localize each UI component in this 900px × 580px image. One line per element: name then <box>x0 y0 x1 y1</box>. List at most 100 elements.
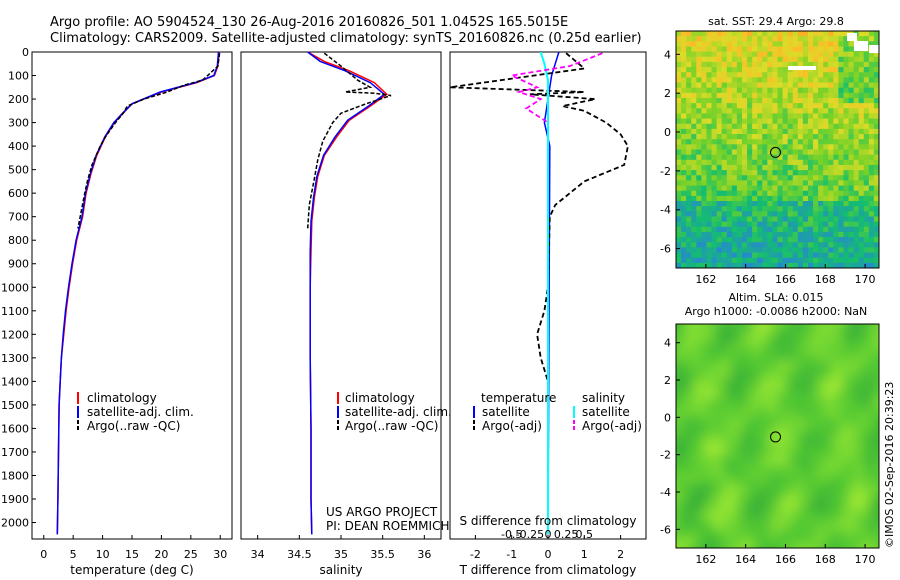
sst-cell <box>838 226 844 233</box>
sla-cell <box>749 380 760 390</box>
sst-cell <box>696 46 702 53</box>
sla-cell <box>768 398 778 409</box>
sst-cell <box>686 36 692 42</box>
sst-cell <box>747 170 753 176</box>
sst-cell <box>691 226 697 233</box>
sst-cell <box>762 190 768 197</box>
sst-cell <box>777 195 783 202</box>
sst-cell <box>873 164 880 171</box>
sst-cell <box>757 149 763 156</box>
sst-cell <box>736 201 743 207</box>
sla-cell <box>851 417 862 428</box>
sst-cell <box>828 108 834 114</box>
sst-cell <box>701 237 707 243</box>
sst-cell <box>792 211 799 217</box>
sla-cell <box>722 538 732 548</box>
sst-cell <box>797 31 804 37</box>
sla-cell <box>823 380 834 390</box>
sst-cell <box>706 201 712 207</box>
sst-cell <box>807 56 814 63</box>
sst-cell <box>772 257 778 264</box>
sst-cell <box>701 67 707 73</box>
x2-tick-label: 0 <box>545 528 552 541</box>
sst-cell <box>772 201 778 207</box>
sla-cell <box>832 454 843 465</box>
sla-cell <box>685 473 695 484</box>
sst-cell <box>767 206 773 212</box>
sst-cell <box>686 180 692 186</box>
sla-cell <box>777 454 788 465</box>
sla-cell <box>722 417 732 428</box>
sla-cell <box>842 548 852 558</box>
sst-cell <box>676 144 682 150</box>
sst-cell <box>701 103 707 109</box>
sst-cell <box>777 72 783 78</box>
sla-cell <box>832 380 843 390</box>
sst-cell <box>741 206 748 212</box>
sla-cell <box>860 454 871 465</box>
sla-cell <box>823 417 834 428</box>
sla-cell <box>842 482 852 493</box>
sst-cell <box>762 82 768 89</box>
sst-cell <box>828 139 834 145</box>
sst-cell <box>807 247 814 253</box>
sst-cell <box>873 77 880 83</box>
sst-cell <box>676 113 682 119</box>
sst-cell <box>828 221 834 228</box>
sla-cell <box>851 398 862 409</box>
sst-cell <box>686 262 692 269</box>
sst-cell <box>686 144 692 150</box>
sst-cell <box>782 87 789 94</box>
sla-cell <box>795 380 806 390</box>
sla-cell <box>786 342 797 353</box>
sla-cell <box>676 473 677 484</box>
sst-cell <box>711 262 717 269</box>
sst-cell <box>828 242 834 248</box>
sla-cell <box>694 352 705 362</box>
sst-cell <box>726 51 733 58</box>
sst-cell <box>726 252 733 259</box>
sst-cell <box>736 92 743 99</box>
sla-cell <box>888 352 898 362</box>
sst-cell <box>818 139 824 145</box>
sst-cell <box>848 139 855 145</box>
sst-cell <box>792 190 799 197</box>
sst-cell <box>838 82 844 89</box>
sst-cell <box>691 206 697 212</box>
sst-cell <box>858 123 865 130</box>
sst-cell <box>716 206 723 212</box>
sst-cell <box>873 67 880 73</box>
sla-cell <box>786 324 797 334</box>
sla-cell <box>832 501 843 512</box>
sst-cell <box>731 216 738 223</box>
sst-cell <box>706 231 712 238</box>
sst-cell <box>863 221 870 228</box>
sst-cell <box>752 201 758 207</box>
sst-cell <box>696 103 702 109</box>
sst-cell <box>777 67 783 73</box>
sst-cell <box>863 226 870 233</box>
sst-cell <box>757 118 763 125</box>
sst-cell <box>721 231 728 238</box>
sst-cell <box>696 56 702 63</box>
sst-cell <box>823 61 829 68</box>
sla-cell <box>712 492 723 502</box>
sst-cell <box>706 31 712 37</box>
sst-cell <box>848 103 855 109</box>
sla-cell <box>768 342 778 353</box>
sst-cell <box>782 82 789 89</box>
sst-cell <box>853 164 860 171</box>
sst-cell <box>696 221 702 228</box>
sla-cell <box>851 492 862 502</box>
sla-cell <box>749 436 760 446</box>
sst-cell <box>813 118 819 125</box>
sla-cell <box>842 557 852 567</box>
sst-cell <box>741 149 748 156</box>
sst-cell <box>843 159 849 166</box>
sst-cell <box>787 134 794 140</box>
sst-cell <box>802 201 809 207</box>
sst-cell <box>762 61 768 68</box>
sst-cell <box>772 180 778 186</box>
sst-cell <box>731 128 738 135</box>
